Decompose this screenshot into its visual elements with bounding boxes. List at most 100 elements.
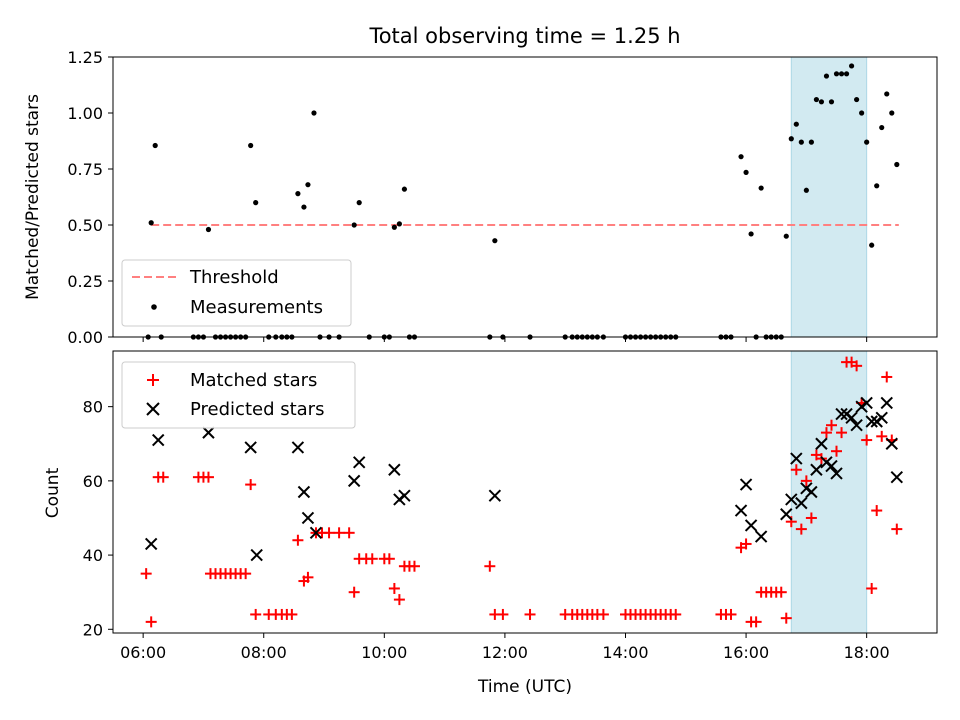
measurement-point: [889, 110, 895, 116]
matched-star-point: [795, 523, 807, 535]
predicted-star-point: [739, 478, 753, 491]
measurement-point: [874, 183, 880, 189]
measurement-point: [391, 224, 397, 230]
measurement-point: [253, 200, 259, 206]
matched-star-point: [366, 553, 378, 565]
matched-star-point: [333, 527, 345, 539]
matched-star-point: [670, 608, 682, 620]
top-panel: 0.00 0.25 0.50 0.75 1.00 1.25 Matched/Predict…: [23, 48, 938, 347]
measurement-point: [843, 71, 850, 77]
x-tick-label: 16:00: [723, 643, 769, 662]
predicted-star-point: [244, 441, 257, 454]
predicted-stars-points: [144, 396, 904, 562]
top-y-tick-label: 0.25: [67, 272, 103, 291]
top-y-label: Matched/Predicted stars: [23, 94, 43, 300]
predicted-star-point: [347, 474, 361, 488]
top-y-tick-label: 1.25: [67, 48, 103, 67]
predicted-star-point: [352, 456, 366, 469]
measurement-point: [205, 226, 212, 233]
predicted-star-point: [202, 426, 215, 439]
matched-star-point: [348, 586, 360, 598]
top-x-ticks: [142, 337, 868, 342]
measurement-points: [145, 63, 900, 340]
measurement-point: [869, 242, 875, 248]
predicted-star-point: [488, 489, 502, 502]
top-y-tick-label: 0.00: [67, 328, 103, 347]
matched-star-point: [240, 568, 252, 580]
predicted-star-point: [734, 504, 748, 517]
legend-measurements-label: Measurements: [190, 297, 323, 318]
predicted-star-point: [885, 437, 898, 450]
measurement-point: [864, 139, 870, 145]
measurement-point: [152, 142, 158, 149]
measurement-point: [356, 200, 362, 206]
bottom-y-tick-label: 40: [83, 546, 103, 565]
predicted-star-point: [301, 511, 315, 525]
matched-star-point: [484, 560, 496, 572]
predicted-star-point: [144, 537, 158, 551]
predicted-star-point: [810, 463, 823, 476]
x-tick-label: 08:00: [241, 643, 287, 662]
measurement-point: [783, 233, 789, 239]
matched-star-point: [820, 427, 832, 439]
predicted-star-point: [297, 485, 311, 499]
matched-star-point: [800, 475, 812, 487]
legend-measurements-swatch: [151, 304, 157, 310]
matched-star-point: [250, 608, 262, 620]
matched-star-point: [831, 445, 843, 457]
measurement-point: [305, 182, 311, 188]
measurement-point: [738, 154, 744, 160]
top-y-tick-label: 0.50: [67, 216, 103, 235]
bottom-legend-box: [121, 361, 356, 429]
legend-matched-swatch: [147, 374, 159, 386]
matched-star-point: [851, 360, 863, 372]
matched-star-point: [145, 616, 157, 628]
matched-star-point: [790, 464, 802, 476]
predicted-star-point: [830, 467, 843, 480]
predicted-star-point: [398, 489, 411, 502]
predicted-star-point: [744, 519, 758, 532]
predicted-star-point: [815, 437, 828, 450]
measurement-point: [301, 204, 307, 210]
bottom-y-tick-label: 20: [83, 620, 103, 639]
bottom-x-axis: 06:00 08:00 10:00 12:00 14:00 16:00 18:00: [120, 633, 890, 662]
matched-star-point: [393, 594, 405, 606]
legend-predicted-swatch: [146, 402, 160, 416]
matched-stars-points: [140, 356, 903, 628]
x-tick-label: 14:00: [602, 643, 648, 662]
bottom-y-tick-label: 60: [83, 472, 103, 491]
matched-star-point: [388, 582, 400, 594]
highlight-span-rect: [790, 56, 868, 338]
matched-star-point: [871, 505, 883, 517]
matched-star-point: [861, 434, 873, 446]
predicted-star-point: [754, 530, 768, 543]
matched-star-point: [740, 538, 752, 550]
bottom-legend: Matched stars Predicted stars: [121, 361, 356, 429]
measurement-point: [311, 110, 317, 116]
top-legend-box: [121, 259, 352, 327]
matched-star-point: [825, 419, 837, 431]
measurement-point: [743, 169, 749, 175]
measurement-point: [351, 222, 357, 228]
matched-star-point: [775, 586, 787, 598]
measurement-point: [788, 136, 794, 142]
top-y-tick-label: 0.75: [67, 160, 103, 179]
predicted-star-point: [291, 441, 305, 454]
x-tick-label: 12:00: [482, 643, 528, 662]
x-tick-label: 06:00: [120, 643, 166, 662]
measurement-point: [848, 63, 855, 69]
bottom-y-label: Count: [43, 467, 63, 518]
measurement-point: [808, 139, 814, 145]
bottom-y-tick-label: 80: [83, 398, 103, 417]
measurement-point: [396, 221, 402, 227]
matched-star-point: [881, 371, 893, 383]
predicted-star-point: [152, 433, 165, 447]
bottom-plot-frame: [112, 350, 938, 634]
matched-star-point: [157, 471, 169, 483]
predicted-star-point: [850, 419, 863, 432]
matched-star-point: [323, 527, 335, 539]
predicted-star-point: [785, 493, 798, 506]
measurement-point: [854, 96, 860, 103]
x-tick-label: 10:00: [361, 643, 407, 662]
